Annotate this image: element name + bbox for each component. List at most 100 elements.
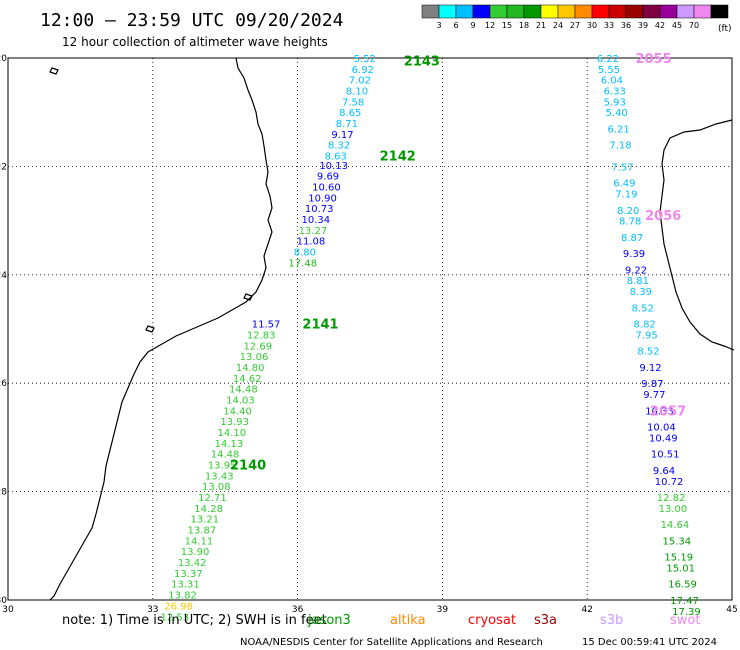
wave-height-label: 12.82 (657, 493, 686, 504)
legend-swatch (421, 4, 440, 19)
wave-height-label: 9.87 (641, 379, 663, 390)
x-tick-label: 42 (581, 605, 592, 615)
wave-height-label: 12.53 (161, 612, 190, 623)
legend-label: 18 (519, 21, 529, 30)
wave-height-label: 17.47 (670, 596, 699, 607)
wave-height-label: 6.33 (604, 87, 626, 98)
wave-height-label: 10.73 (305, 204, 334, 215)
wave-height-label: 14.48 (229, 385, 258, 396)
legend-swatch (591, 4, 610, 19)
page-title: 12:00 – 23:59 UTC 09/20/2024 (40, 10, 343, 31)
wave-height-label: 9.69 (317, 172, 339, 183)
wave-height-label: 10.49 (649, 433, 678, 444)
track-2142-2143: 5.526.927.028.107.588.658.719.178.328.63… (288, 54, 375, 269)
wave-height-label: 13.37 (174, 569, 203, 580)
legend-label: 12 (485, 21, 495, 30)
wave-height-label: 8.71 (336, 119, 358, 130)
wave-height-label: 9.12 (639, 363, 661, 374)
pass-number-label: 2141 (302, 318, 338, 333)
wave-height-label: 14.11 (185, 536, 214, 547)
legend-label: 3 (436, 21, 441, 30)
x-tick-label: 36 (292, 605, 304, 615)
wave-height-label: 13.95 (208, 461, 237, 472)
wave-height-label: 26.98 (164, 601, 193, 612)
wave-height-label: 17.39 (672, 607, 701, 618)
wave-height-label: 8.63 (325, 152, 347, 163)
wave-height-label: 8.80 (294, 247, 316, 258)
wave-height-label: 14.28 (194, 504, 223, 515)
wave-height-label: 6.21 (607, 124, 629, 135)
legend-swatch (455, 4, 474, 19)
wave-height-label: 7.57 (611, 162, 633, 173)
wave-height-label: 6.04 (601, 76, 623, 87)
wave-height-label: 9.64 (653, 466, 675, 477)
wave-height-label: 10.34 (301, 215, 330, 226)
coastline (49, 57, 735, 601)
wave-height-label: 8.52 (637, 347, 659, 358)
legend-label: 6 (453, 21, 458, 30)
mission-label: swot (670, 613, 700, 628)
wave-height-label: 15.19 (664, 553, 693, 564)
wave-height-label: 5.55 (598, 65, 620, 76)
wave-height-label: 14.62 (233, 374, 262, 385)
wave-height-label: 14.10 (217, 428, 246, 439)
wave-height-label: 17.48 (288, 258, 317, 269)
island-2 (243, 293, 253, 301)
wave-height-label: 10.90 (308, 193, 337, 204)
legend-swatch (676, 4, 695, 19)
legend-swatch (625, 4, 644, 19)
y-tick-label: -30 (0, 596, 7, 606)
island-3 (145, 325, 155, 333)
mission-label: s3b (600, 613, 623, 628)
color-legend: 3 6 9 12 15 18 21 24 27 30 33 36 39 42 45 70 (421, 4, 729, 30)
wave-height-label: 14.64 (661, 520, 690, 531)
track-2055-2057: 6.225.556.046.335.935.40 6.21 7.18 7.57 6.49… (597, 54, 701, 618)
legend-swatch (574, 4, 593, 19)
legend-swatch (693, 4, 712, 19)
pass-number-label: 2143 (404, 55, 440, 70)
wave-height-label: 10.33 (645, 406, 674, 417)
wave-height-label: 13.87 (188, 526, 217, 537)
x-tick-label: 39 (437, 605, 449, 615)
pass-labels: 2143 2142 2141 2140 2055 2056 2057 (230, 52, 686, 474)
pass-number-label: 2142 (380, 150, 416, 165)
wave-height-label: 9.17 (331, 130, 353, 141)
mission-label: altika (390, 613, 426, 628)
wave-height-label: 8.65 (339, 108, 361, 119)
legend-label: 33 (604, 21, 614, 30)
africa-coastline (49, 57, 273, 601)
wave-height-label: 9.77 (643, 390, 665, 401)
map-frame (7, 57, 733, 601)
wave-height-label: 10.04 (647, 423, 676, 434)
wave-height-label: 5.52 (354, 54, 376, 65)
wave-height-label: 7.58 (342, 97, 364, 108)
wave-height-label: 5.93 (604, 97, 626, 108)
footer-credit: NOAA/NESDIS Center for Satellite Applica… (240, 637, 543, 648)
pass-number-label: 2140 (230, 459, 266, 474)
y-tick-label: -26 (0, 379, 7, 389)
wave-height-label: 8.52 (632, 303, 654, 314)
legend-swatch (489, 4, 508, 19)
legend-label: 36 (621, 21, 631, 30)
wave-height-label: 12.83 (247, 330, 276, 341)
legend-label: 9 (470, 21, 475, 30)
y-tick-label: -28 (0, 488, 7, 498)
track-2140-2141: 11.5712.8312.6913.0614.8014.6214.4814.03… (161, 320, 281, 624)
wave-height-label: 16.59 (668, 580, 697, 591)
wave-height-label: 14.48 (211, 450, 240, 461)
legend-swatch (523, 4, 542, 19)
pass-number-label: 2055 (635, 52, 671, 67)
legend-label: 70 (689, 21, 699, 30)
legend-label: 45 (672, 21, 682, 30)
wave-height-label: 13.06 (240, 352, 269, 363)
wave-height-label: 7.18 (609, 141, 631, 152)
wave-height-label: 13.90 (181, 547, 210, 558)
legend-swatch (438, 4, 457, 19)
wave-height-label: 15.01 (666, 563, 695, 574)
y-tick-label: -20 (0, 54, 7, 64)
wave-height-label: 13.00 (659, 504, 688, 515)
wave-height-label: 8.20 (617, 206, 639, 217)
wave-height-label: 11.08 (297, 237, 326, 248)
legend-swatch (608, 4, 627, 19)
